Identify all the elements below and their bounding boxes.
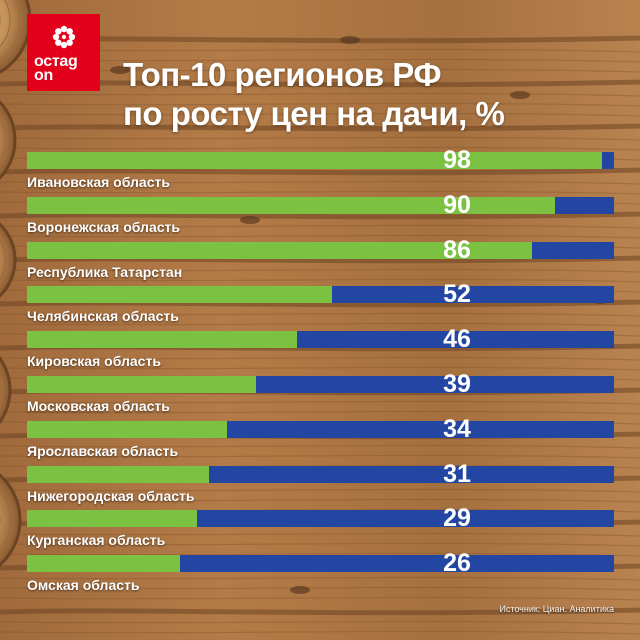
bar-value-label: 39 [443, 370, 471, 398]
bar-row: 98 [27, 146, 614, 174]
chart-title-line2: по росту цен на дачи, % [123, 95, 505, 132]
logo-wordmark: остаg on [34, 53, 78, 84]
bar [27, 421, 227, 438]
category-label: Ярославская область [27, 443, 179, 459]
bar-value-label: 86 [443, 236, 471, 264]
bar-row: 26 [27, 549, 614, 577]
bar-row: 31 [27, 460, 614, 488]
bar [27, 466, 209, 483]
chart-title: Топ-10 регионов РФ по росту цен на дачи,… [123, 55, 505, 133]
bar-value-label: 31 [443, 460, 471, 488]
source-note: Источник: Циан. Аналитика [499, 604, 614, 614]
bar-row: 34 [27, 415, 614, 443]
snowflake-icon [52, 25, 76, 49]
category-label: Республика Татарстан [27, 264, 183, 280]
bar-row: 86 [27, 236, 614, 264]
bar-row: 46 [27, 325, 614, 353]
bar-row: 90 [27, 191, 614, 219]
bar [27, 152, 603, 169]
chart-title-line1: Топ-10 регионов РФ [123, 56, 442, 93]
category-label: Воронежская область [27, 219, 180, 235]
bar [27, 242, 532, 259]
bar-row: 52 [27, 280, 614, 308]
bar-value-label: 29 [443, 504, 471, 532]
bar [27, 197, 556, 214]
category-label: Омская область [27, 577, 140, 593]
bar [27, 331, 298, 348]
logo-text-line1: остаg [34, 53, 78, 70]
bar-value-label: 90 [443, 191, 471, 219]
bar-value-label: 26 [443, 549, 471, 577]
category-label: Ивановская область [27, 174, 170, 190]
category-label: Челябинская область [27, 308, 179, 324]
category-label: Кировская область [27, 353, 161, 369]
bar-value-label: 46 [443, 325, 471, 353]
bar [27, 510, 198, 527]
bar-row: 39 [27, 370, 614, 398]
logo-text-line2: on [34, 67, 53, 84]
category-label: Курганская область [27, 532, 166, 548]
bar [27, 376, 256, 393]
bar [27, 286, 333, 303]
bar-row: 29 [27, 504, 614, 532]
bar [27, 555, 180, 572]
bar-value-label: 34 [443, 415, 471, 443]
brand-logo[interactable]: остаg on [27, 14, 100, 91]
category-label: Московская область [27, 398, 170, 414]
bar-value-label: 98 [443, 146, 471, 174]
bar-value-label: 52 [443, 280, 471, 308]
category-label: Нижегородская область [27, 488, 195, 504]
